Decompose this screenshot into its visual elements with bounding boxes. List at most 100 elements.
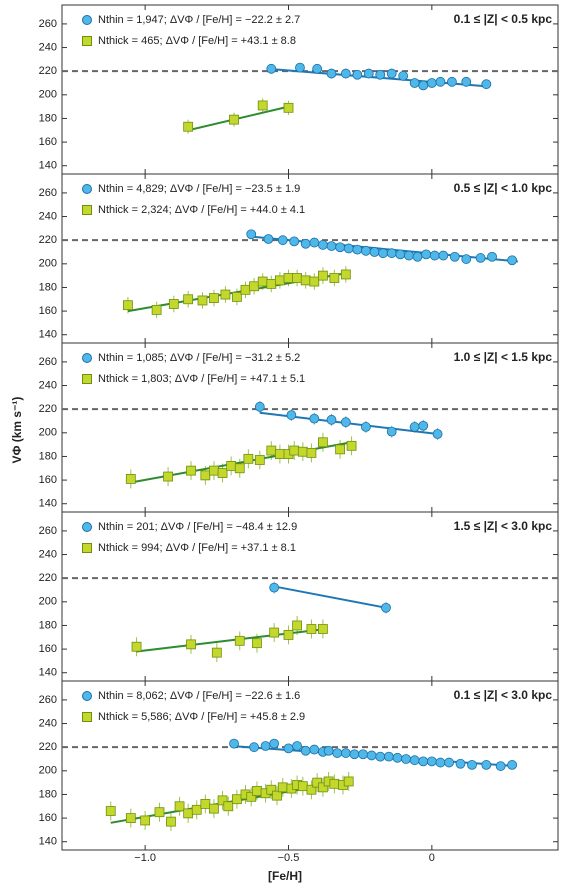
data-point [326,68,337,79]
data-point [154,807,165,818]
data-point [274,275,285,286]
data-point [277,235,288,246]
data-point [151,305,162,315]
y-tick-label: 260 [39,356,57,368]
data-point [398,71,409,81]
y-tick-label: 180 [39,788,57,800]
data-point [229,114,239,125]
data-point [318,437,328,448]
data-point [455,758,466,769]
data-point [297,781,308,792]
legend-marker [82,353,92,363]
data-point [369,247,380,257]
x-axis-label: [Fe/H] [268,869,302,883]
data-point [507,760,518,770]
y-tick-label: 160 [39,305,57,317]
data-point [306,784,317,795]
y-tick-label: 140 [39,329,57,341]
data-point [326,414,337,425]
data-point [234,463,245,474]
data-point [346,440,357,451]
legend-marker [82,691,92,701]
data-point [292,620,302,631]
data-point [409,755,420,766]
data-point [418,80,429,91]
panel-label: 1.0 ≤ |Z| < 1.5 kpc [454,350,553,364]
y-tick-label: 140 [39,160,57,172]
data-point [340,269,351,280]
data-point [309,744,320,755]
data-point [183,121,194,132]
data-point [252,786,262,796]
data-point [487,251,497,262]
panel-label: 0.1 ≤ |Z| < 3.0 kpc [454,688,553,702]
data-point [249,281,259,292]
data-point [231,794,242,805]
data-point [174,801,185,812]
legend-text: Nthin = 1,085; ΔVΦ / [Fe/H] = −31.2 ± 5.… [98,352,300,364]
y-tick-label: 240 [39,548,57,560]
y-tick-label: 260 [39,18,57,30]
data-point [300,745,311,756]
y-axis-label: VΦ (km s⁻¹) [10,397,24,464]
data-point [461,254,472,264]
data-point [335,444,346,455]
data-point [435,757,446,768]
legend-text: Nthick = 1,803; ΔVΦ / [Fe/H] = +47.1 ± 5… [98,373,305,385]
data-point [395,249,406,260]
data-point [352,69,363,80]
y-tick-label: 260 [39,187,57,199]
y-tick-label: 180 [39,112,57,124]
data-point [246,791,257,802]
data-point [286,410,297,420]
data-point [412,251,423,262]
y-tick-label: 160 [39,136,57,148]
data-point [375,751,386,762]
y-tick-label: 240 [39,41,57,53]
data-point [226,461,237,471]
data-point [435,76,446,87]
x-tick-label: 0 [429,852,435,864]
data-point [318,270,328,281]
legend-marker [82,205,92,215]
data-point [266,784,277,795]
data-point [240,284,251,295]
y-tick-label: 160 [39,812,57,824]
legend-text: Nthick = 2,324; ΔVΦ / [Fe/H] = +44.0 ± 4… [98,204,305,216]
data-point [361,245,371,256]
data-point [243,453,254,464]
data-point [292,741,302,751]
data-point [200,799,211,809]
data-point [326,241,337,251]
data-point [260,741,271,751]
data-point [366,750,377,761]
data-point [295,62,305,73]
data-point [297,446,308,457]
x-tick-label: −0.5 [278,852,300,864]
data-point [269,738,280,749]
data-point [361,422,371,432]
legend-marker [82,712,92,722]
panel-label: 1.5 ≤ |Z| < 3.0 kpc [454,519,553,533]
data-point [409,78,420,88]
y-tick-label: 260 [39,525,57,537]
panel-label: 0.5 ≤ |Z| < 1.0 kpc [454,181,553,195]
data-point [332,748,343,758]
data-point [200,470,211,481]
data-point [318,240,328,250]
panel-frame [61,4,559,175]
data-point [209,293,219,303]
legend-text: Nthin = 8,062; ΔVΦ / [Fe/H] = −22.6 ± 1.… [98,690,300,702]
data-point [300,238,311,249]
y-tick-label: 200 [39,427,57,439]
data-point [449,251,460,262]
data-point [426,756,437,767]
data-point [292,273,302,283]
data-point [306,448,317,458]
data-point [429,250,440,261]
data-point [289,236,300,247]
panel-frame [61,680,559,851]
data-point [217,795,228,806]
data-point [467,760,477,770]
data-point [266,445,277,456]
